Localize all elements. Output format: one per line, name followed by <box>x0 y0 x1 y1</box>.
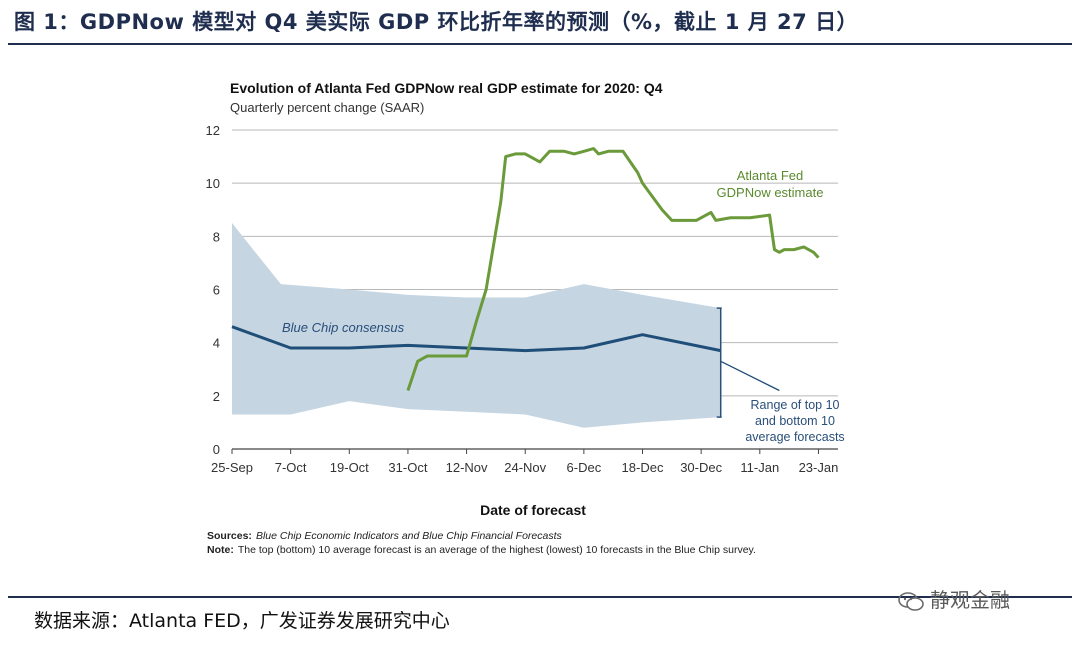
y-tick-label: 8 <box>213 229 220 244</box>
range-annotation: Range of top 10 <box>751 398 840 412</box>
consensus-series-label: Blue Chip consensus <box>282 320 405 335</box>
y-tick-label: 0 <box>213 442 220 457</box>
title-rule <box>8 43 1072 45</box>
note-text: The top (bottom) 10 average forecast is … <box>238 544 756 556</box>
note-label: Note: <box>207 544 234 556</box>
annotation-layer: Atlanta Fed GDPNow estimate Blue Chip cons… <box>282 168 845 444</box>
figure-title: 图 1：GDPNow 模型对 Q4 美实际 GDP 环比折年率的预测（%，截止 … <box>14 10 859 34</box>
x-tick-label: 25-Sep <box>211 460 253 475</box>
x-tick-label: 19-Oct <box>330 460 369 475</box>
range-annotation: and bottom 10 <box>755 414 835 428</box>
axis-layer: 0 2 4 6 8 10 12 25-Sep 7-Oct 19-Oct 31-Oct 12-Nov 24… <box>206 123 839 475</box>
y-tick-label: 4 <box>213 336 220 351</box>
series-layer <box>231 147 820 392</box>
range-annotation: average forecasts <box>745 430 844 444</box>
x-tick-label: 23-Jan <box>799 460 839 475</box>
x-tick-label: 30-Dec <box>680 460 722 475</box>
watermark: 静观金融 <box>898 584 1010 613</box>
x-tick-label: 6-Dec <box>567 460 602 475</box>
sources-label: Sources: <box>207 530 252 542</box>
x-axis-title: Date of forecast <box>480 502 586 518</box>
y-tick-label: 2 <box>213 389 220 404</box>
sources-text: Blue Chip Economic Indicators and Blue C… <box>256 530 563 542</box>
gdpnow-series-label: Atlanta Fed <box>737 168 804 183</box>
series-line-blue-chip-consensus <box>231 325 722 353</box>
chart-title: Evolution of Atlanta Fed GDPNow real GDP… <box>230 80 663 96</box>
wechat-icon <box>898 591 924 612</box>
sources-line: Sources: Blue Chip Economic Indicators an… <box>207 530 563 542</box>
series-line-consensus-projection <box>720 360 780 392</box>
gdpnow-chart: Evolution of Atlanta Fed GDPNow real GDP… <box>206 80 845 556</box>
gdpnow-series-label: GDPNow estimate <box>717 185 824 200</box>
chart-subtitle: Quarterly percent change (SAAR) <box>230 100 424 115</box>
y-tick-label: 12 <box>206 123 220 138</box>
x-tick-label: 11-Jan <box>740 460 779 475</box>
x-tick-label: 7-Oct <box>275 460 307 475</box>
watermark-text: 静观金融 <box>930 588 1010 612</box>
y-tick-label: 6 <box>213 283 220 298</box>
source-rule <box>8 596 1072 598</box>
note-line: Note: The top (bottom) 10 average forecas… <box>207 544 756 556</box>
x-tick-label: 31-Oct <box>388 460 427 475</box>
series-line-gdpnow <box>406 147 820 391</box>
x-tick-label: 24-Nov <box>504 460 546 475</box>
data-source: 数据来源：Atlanta FED，广发证券发展研究中心 <box>34 610 450 632</box>
y-tick-label: 10 <box>206 176 220 191</box>
x-tick-label: 12-Nov <box>446 460 488 475</box>
x-tick-label: 18-Dec <box>622 460 664 475</box>
